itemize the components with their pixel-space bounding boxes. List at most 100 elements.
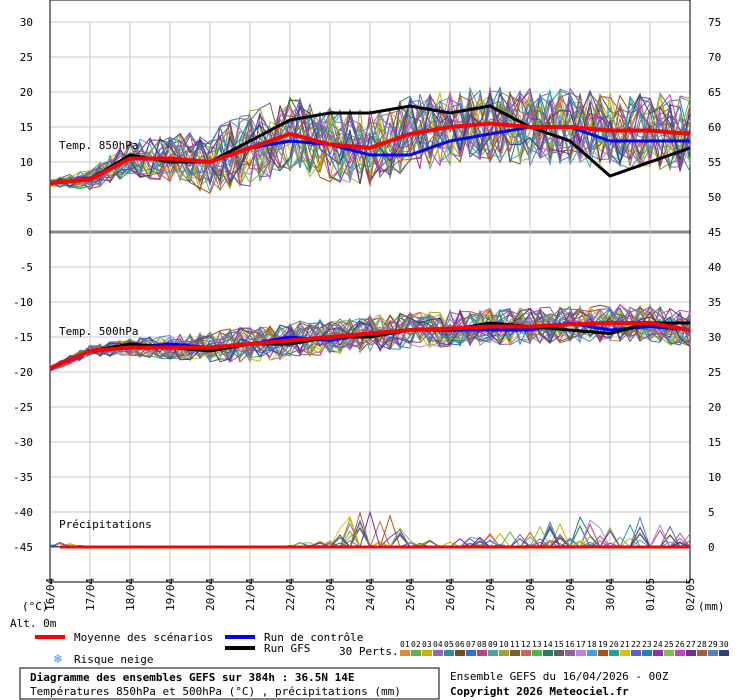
- pert-swatch: [576, 650, 586, 656]
- y-right-tick: 5: [708, 506, 715, 519]
- pert-swatch: [631, 650, 641, 656]
- x-tick: 22/04: [284, 578, 297, 611]
- precip-panel-label: Précipitations: [59, 518, 152, 531]
- pert-swatch: [653, 650, 663, 656]
- footer-title: Diagramme des ensembles GEFS sur 384h : …: [30, 671, 355, 684]
- y-right-tick: 70: [708, 51, 721, 64]
- y-right-tick: 75: [708, 16, 721, 29]
- pert-swatch: [719, 650, 729, 656]
- legend-snow-label: Risque neige: [74, 653, 153, 666]
- pert-number: 15: [554, 640, 564, 649]
- y-right-tick: 10: [708, 471, 721, 484]
- y-left-tick: -25: [13, 401, 33, 414]
- y-left-tick: -30: [13, 436, 33, 449]
- legend-gfs-label: Run GFS: [264, 642, 310, 655]
- pert-swatch: [488, 650, 498, 656]
- pert-number: 07: [466, 640, 476, 649]
- y-left-tick: -5: [20, 261, 33, 274]
- pert-swatch: [433, 650, 443, 656]
- footer-copyright: Copyright 2026 Meteociel.fr: [450, 685, 629, 698]
- pert-number: 22: [631, 640, 641, 649]
- x-tick: 23/04: [324, 578, 337, 611]
- y-left-tick: 0: [26, 226, 33, 239]
- y-right-tick: 0: [708, 541, 715, 554]
- y-right-tick: 35: [708, 296, 721, 309]
- pert-swatch: [598, 650, 608, 656]
- pert-swatch: [444, 650, 454, 656]
- pert-number: 12: [521, 640, 531, 649]
- pert-number: 30: [719, 640, 729, 649]
- right-unit-label: (mm): [698, 600, 725, 613]
- pert-number: 21: [620, 640, 630, 649]
- x-tick: 20/04: [204, 578, 217, 611]
- pert-swatch: [422, 650, 432, 656]
- pert-number: 02: [411, 640, 421, 649]
- pert-number: 03: [422, 640, 432, 649]
- x-tick: 29/04: [564, 578, 577, 611]
- pert-number: 16: [565, 640, 575, 649]
- pert-swatch: [697, 650, 707, 656]
- pert-number: 29: [708, 640, 718, 649]
- legend-perts-label: 30 Perts.: [339, 645, 399, 658]
- pert-number: 26: [675, 640, 685, 649]
- pert-swatch: [664, 650, 674, 656]
- x-tick: 25/04: [404, 578, 417, 611]
- pert-number: 14: [543, 640, 553, 649]
- footer-box: [19, 667, 440, 700]
- pert-swatch: [400, 650, 410, 656]
- pert-swatch: [554, 650, 564, 656]
- pert-swatch: [510, 650, 520, 656]
- pert-swatch: [499, 650, 509, 656]
- pert-number: 09: [488, 640, 498, 649]
- pert-swatch: [609, 650, 619, 656]
- pert-number: 23: [642, 640, 652, 649]
- pert-number: 13: [532, 640, 542, 649]
- x-tick: 18/04: [124, 578, 137, 611]
- footer-subtitle: Températures 850hPa et 500hPa (°C) , pré…: [30, 685, 401, 698]
- pert-number: 06: [455, 640, 465, 649]
- plot-frame: [49, 0, 691, 583]
- x-tick: 01/05: [644, 578, 657, 611]
- x-tick: 17/04: [84, 578, 97, 611]
- pert-number: 08: [477, 640, 487, 649]
- t850-panel-label: Temp. 850hPa: [59, 139, 138, 152]
- x-tick: 21/04: [244, 578, 257, 611]
- pert-swatch: [675, 650, 685, 656]
- y-left-tick: 25: [20, 51, 33, 64]
- pert-swatch: [466, 650, 476, 656]
- x-tick: 30/04: [604, 578, 617, 611]
- y-left-tick: 20: [20, 86, 33, 99]
- legend-mean-label: Moyenne des scénarios: [74, 631, 213, 644]
- t500-panel-label: Temp. 500hPa: [59, 325, 138, 338]
- y-left-tick: 10: [20, 156, 33, 169]
- y-left-tick: -35: [13, 471, 33, 484]
- y-left-tick: -45: [13, 541, 33, 554]
- pert-number: 28: [697, 640, 707, 649]
- pert-swatch: [532, 650, 542, 656]
- y-right-tick: 50: [708, 191, 721, 204]
- main-lines: [49, 104, 691, 549]
- t850-mean-line: [49, 121, 691, 185]
- t500-perturbation-line: [49, 306, 691, 371]
- pert-swatch: [565, 650, 575, 656]
- pert-swatch: [708, 650, 718, 656]
- pert-swatch: [686, 650, 696, 656]
- pert-swatch: [543, 650, 553, 656]
- y-left-tick: -10: [13, 296, 33, 309]
- y-left-tick: -40: [13, 506, 33, 519]
- pert-number: 18: [587, 640, 597, 649]
- pert-number: 05: [444, 640, 454, 649]
- t850-perturbation-line: [49, 91, 691, 187]
- t850-perturbation-line: [49, 95, 691, 194]
- y-left-tick: 5: [26, 191, 33, 204]
- y-right-tick: 25: [708, 366, 721, 379]
- x-tick: 16/04: [44, 578, 57, 611]
- y-right-tick: 15: [708, 436, 721, 449]
- t850-perturbation-line: [49, 93, 691, 189]
- pert-number: 04: [433, 640, 443, 649]
- legend-control-label: Run de contrôle: [264, 631, 363, 644]
- x-tick: 27/04: [484, 578, 497, 611]
- y-right-tick: 40: [708, 261, 721, 274]
- footer-run: Ensemble GEFS du 16/04/2026 - 00Z: [450, 670, 669, 683]
